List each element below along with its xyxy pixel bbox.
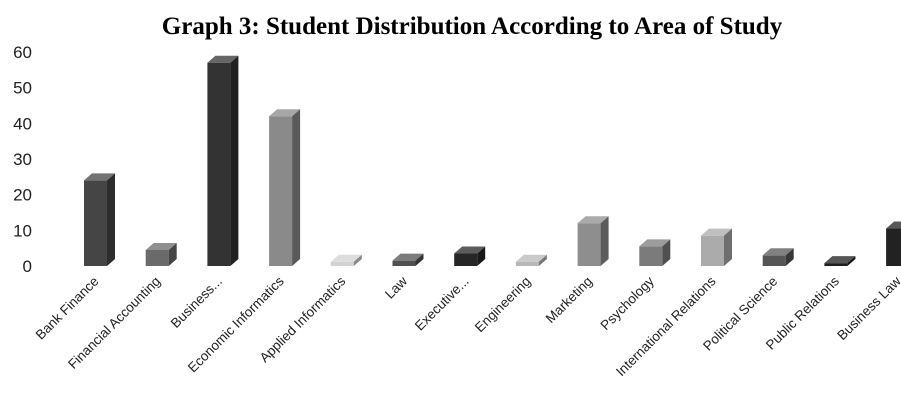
x-tick-label: Engineering [472,274,534,336]
x-tick-label: Executive... [412,274,472,334]
chart-title: Graph 3: Student Distribution According … [162,13,783,40]
y-tick-label: 30 [13,150,32,169]
bar [886,221,901,266]
bar-top-face [145,242,177,250]
bar-side-face [107,173,115,266]
bar-top-face [701,228,732,236]
bar-side-face [847,256,856,266]
bar [84,173,115,266]
bar-front-face [330,261,354,266]
x-tick-label: Bank Finance [33,274,102,343]
bars [84,55,901,267]
x-tick-label: Law [382,273,410,301]
bar [701,228,732,266]
bar-front-face [207,62,231,267]
bar-top-face [454,246,486,254]
x-tick-label: Psychology [597,273,657,333]
bar-side-face [538,254,547,266]
bar [207,55,239,267]
bar-front-face [392,260,416,266]
bar [392,253,424,266]
bar-front-face [577,223,601,266]
bar [515,254,547,266]
bar-side-face [353,254,362,266]
bar-front-face [701,235,724,266]
bar [577,216,609,266]
bar-top-face [886,221,901,229]
x-tick-label: Business... [168,274,225,331]
bar [454,246,486,266]
bar [269,109,301,266]
bar-front-face [515,261,539,266]
bar-front-face [145,249,169,266]
bar-front-face [269,116,293,266]
y-tick-label: 40 [13,114,32,133]
x-tick-label: International Relations [613,273,719,379]
y-tick-label: 60 [13,43,32,62]
bar-front-face [762,255,786,266]
bar-top-face [392,253,424,261]
y-tick-label: 10 [13,221,32,240]
bar-front-face [824,263,848,266]
x-tick-label: Marketing [543,274,596,327]
bar [824,256,856,266]
bar-front-face [84,180,107,266]
bar-side-face [415,253,424,266]
bar-top-face [330,254,362,262]
bar-front-face [454,253,478,266]
y-tick-label: 50 [13,79,32,98]
bar-front-face [886,228,901,266]
y-axis: 0 10 20 30 40 50 60 [13,43,32,276]
bar-top-face [824,256,856,264]
bar-side-face [477,246,486,266]
bar-side-face [662,239,671,266]
bar-side-face [292,109,301,266]
bar-top-face [515,254,547,262]
bar-top-face [207,55,239,63]
bar [762,248,794,266]
bar-front-face [639,246,663,266]
bar-top-face [762,248,794,256]
bar-top-face [84,173,115,181]
bar-side-face [230,55,239,267]
bar [330,254,362,266]
x-tick-label: Business Law [834,273,901,343]
bar-top-face [639,239,671,247]
bar-side-face [600,216,609,266]
bar-side-face [724,228,732,266]
bar [145,242,177,266]
bar-side-face [168,242,177,266]
bar-top-face [577,216,609,224]
bar-top-face [269,109,301,117]
y-tick-label: 0 [23,257,32,276]
bar-side-face [785,248,794,266]
y-tick-label: 20 [13,186,32,205]
bar [639,239,671,266]
